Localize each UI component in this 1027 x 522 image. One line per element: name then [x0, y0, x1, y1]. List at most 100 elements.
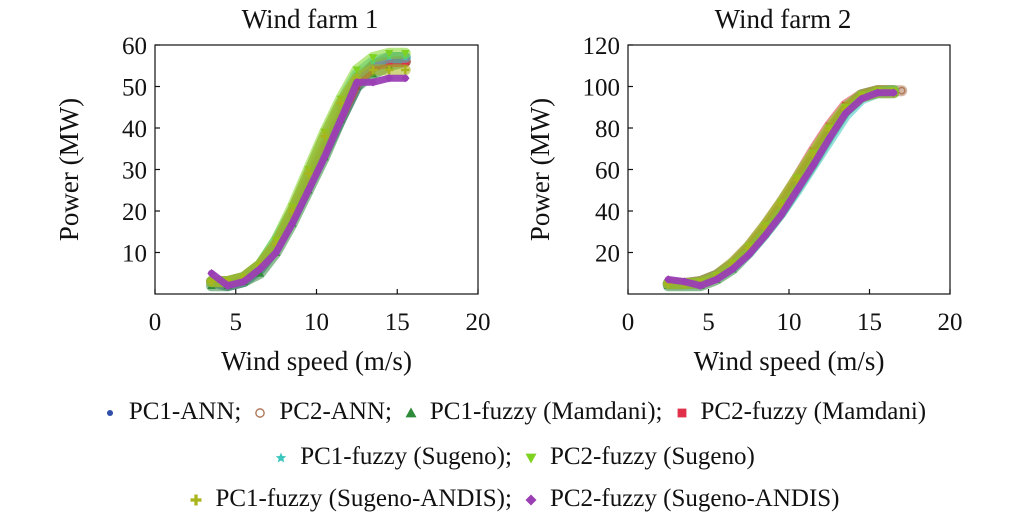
- y-tick-label: 80: [595, 116, 620, 143]
- data-point: [288, 206, 297, 216]
- series-line: [662, 85, 900, 290]
- y-axis-label: Power (MW): [54, 98, 84, 241]
- data-point: [744, 250, 753, 259]
- data-point: [368, 78, 378, 87]
- data-point: [271, 248, 281, 257]
- data-point: [336, 98, 345, 108]
- series-line: [664, 89, 898, 290]
- plot-frame: [627, 44, 951, 295]
- x-tick-label: 5: [702, 309, 715, 336]
- data-point: [304, 186, 313, 195]
- data-point: [384, 65, 394, 75]
- y-tick-label: 20: [595, 241, 620, 268]
- series-pc1-fuzzy-mamdani: [662, 87, 900, 292]
- x-tick-label: 0: [622, 309, 635, 336]
- series-line: [662, 87, 900, 292]
- legend-marker-icon: [525, 494, 537, 506]
- series-line: [662, 85, 900, 290]
- data-point: [857, 94, 866, 104]
- y-tick-label: 60: [122, 33, 147, 60]
- data-point: [712, 275, 721, 284]
- legend-label: PC1-ANN: [128, 398, 235, 425]
- series-pc1-ann: [662, 85, 900, 290]
- data-point: [384, 49, 394, 58]
- legend-separator: ;: [505, 485, 512, 512]
- y-tick-label: 50: [122, 75, 147, 102]
- data-point: [792, 186, 802, 195]
- legend-row-1: PC1-ANN; PC2-ANN; PC1-fuzzy (Mamdani); PC2-…: [0, 398, 1027, 428]
- x-tick-label: 5: [230, 309, 243, 336]
- x-tick-label: 0: [149, 309, 162, 336]
- y-tick-label: 20: [122, 199, 147, 226]
- y-tick-label: 60: [595, 158, 620, 185]
- data-point: [889, 88, 898, 97]
- legend-marker-icon: [255, 408, 266, 418]
- legend-label: PC2-fuzzy (Sugeno-ANDIS): [549, 485, 840, 512]
- legend-separator: ;: [384, 398, 392, 425]
- legend-separator: ;: [505, 443, 512, 470]
- legend-item: PC2-fuzzy (Sugeno): [522, 443, 755, 471]
- plot-area: [662, 85, 908, 292]
- legend-marker-icon: [525, 453, 537, 464]
- legend-item: PC2-ANN;: [251, 398, 402, 426]
- legend-marker-icon: [677, 408, 686, 418]
- y-tick-label: 100: [583, 75, 621, 102]
- legend-marker-icon: [190, 494, 202, 506]
- data-point: [336, 115, 345, 124]
- data-point: [401, 74, 410, 83]
- data-point: [288, 219, 297, 228]
- series-pc2-fuzzy-sugeno-andis: [664, 88, 898, 290]
- series-pc2-fuzzy-sugeno-andis: [207, 74, 410, 290]
- data-point: [304, 169, 313, 178]
- data-point: [384, 74, 394, 83]
- data-point: [680, 277, 689, 286]
- data-point: [223, 281, 232, 290]
- series-line: [662, 87, 900, 290]
- legend-item: PC1-fuzzy (Sugeno);: [272, 443, 522, 471]
- x-tick-label: 10: [304, 309, 329, 336]
- data-point: [776, 210, 786, 220]
- data-point: [320, 132, 329, 141]
- series-pc2-fuzzy-mamdani: [662, 85, 900, 290]
- x-tick-label: 10: [777, 309, 802, 336]
- data-point: [841, 109, 850, 118]
- data-point: [352, 78, 362, 87]
- data-point: [401, 65, 410, 75]
- data-point: [808, 161, 818, 170]
- y-tick-label: 120: [583, 33, 621, 60]
- legend-label: PC1-fuzzy (Sugeno-ANDIS): [215, 485, 506, 512]
- legend-item: PC1-ANN;: [101, 398, 252, 426]
- legend-marker-icon: [275, 452, 287, 463]
- y-tick-label: 40: [595, 199, 620, 226]
- legend-item: PC2-fuzzy (Sugeno-ANDIS): [522, 485, 840, 513]
- series-pc1-fuzzy-sugeno-andis: [206, 64, 411, 288]
- data-point: [368, 54, 378, 62]
- chart-wind-farm-1: Wind farm 1 0 5 10 15 20 10 20 30 40 50 60 Wind spee…: [54, 4, 491, 376]
- data-point: [368, 65, 378, 75]
- legend-separator: ;: [655, 398, 663, 425]
- legend-item: PC1-fuzzy (Sugeno-ANDIS);: [187, 485, 522, 513]
- data-point: [825, 134, 834, 143]
- data-point: [696, 281, 705, 290]
- data-point: [825, 125, 834, 135]
- legend-label: PC1-fuzzy (Mamdani): [429, 398, 656, 425]
- data-point: [207, 269, 216, 278]
- legend-separator: ;: [234, 398, 242, 425]
- y-axis-label: Power (MW): [525, 98, 555, 241]
- x-tick-label: 20: [938, 309, 963, 336]
- legend-marker-icon: [405, 407, 417, 418]
- legend-item: PC2-fuzzy (Mamdani): [673, 398, 926, 426]
- data-point: [255, 264, 265, 274]
- data-point: [352, 66, 362, 75]
- x-tick-label: 15: [857, 309, 882, 336]
- legend-item: PC1-fuzzy (Mamdani);: [402, 398, 673, 426]
- data-point: [792, 175, 802, 185]
- x-axis-label: Wind speed (m/s): [694, 346, 885, 376]
- data-point: [728, 264, 737, 274]
- series-pc2-fuzzy-sugeno: [662, 85, 900, 290]
- chart-title: Wind farm 1: [242, 4, 379, 34]
- x-tick-label: 20: [466, 309, 491, 336]
- y-tick-label: 10: [122, 241, 147, 268]
- legend-row-2: PC1-fuzzy (Sugeno); PC2-fuzzy (Sugeno): [0, 443, 1027, 473]
